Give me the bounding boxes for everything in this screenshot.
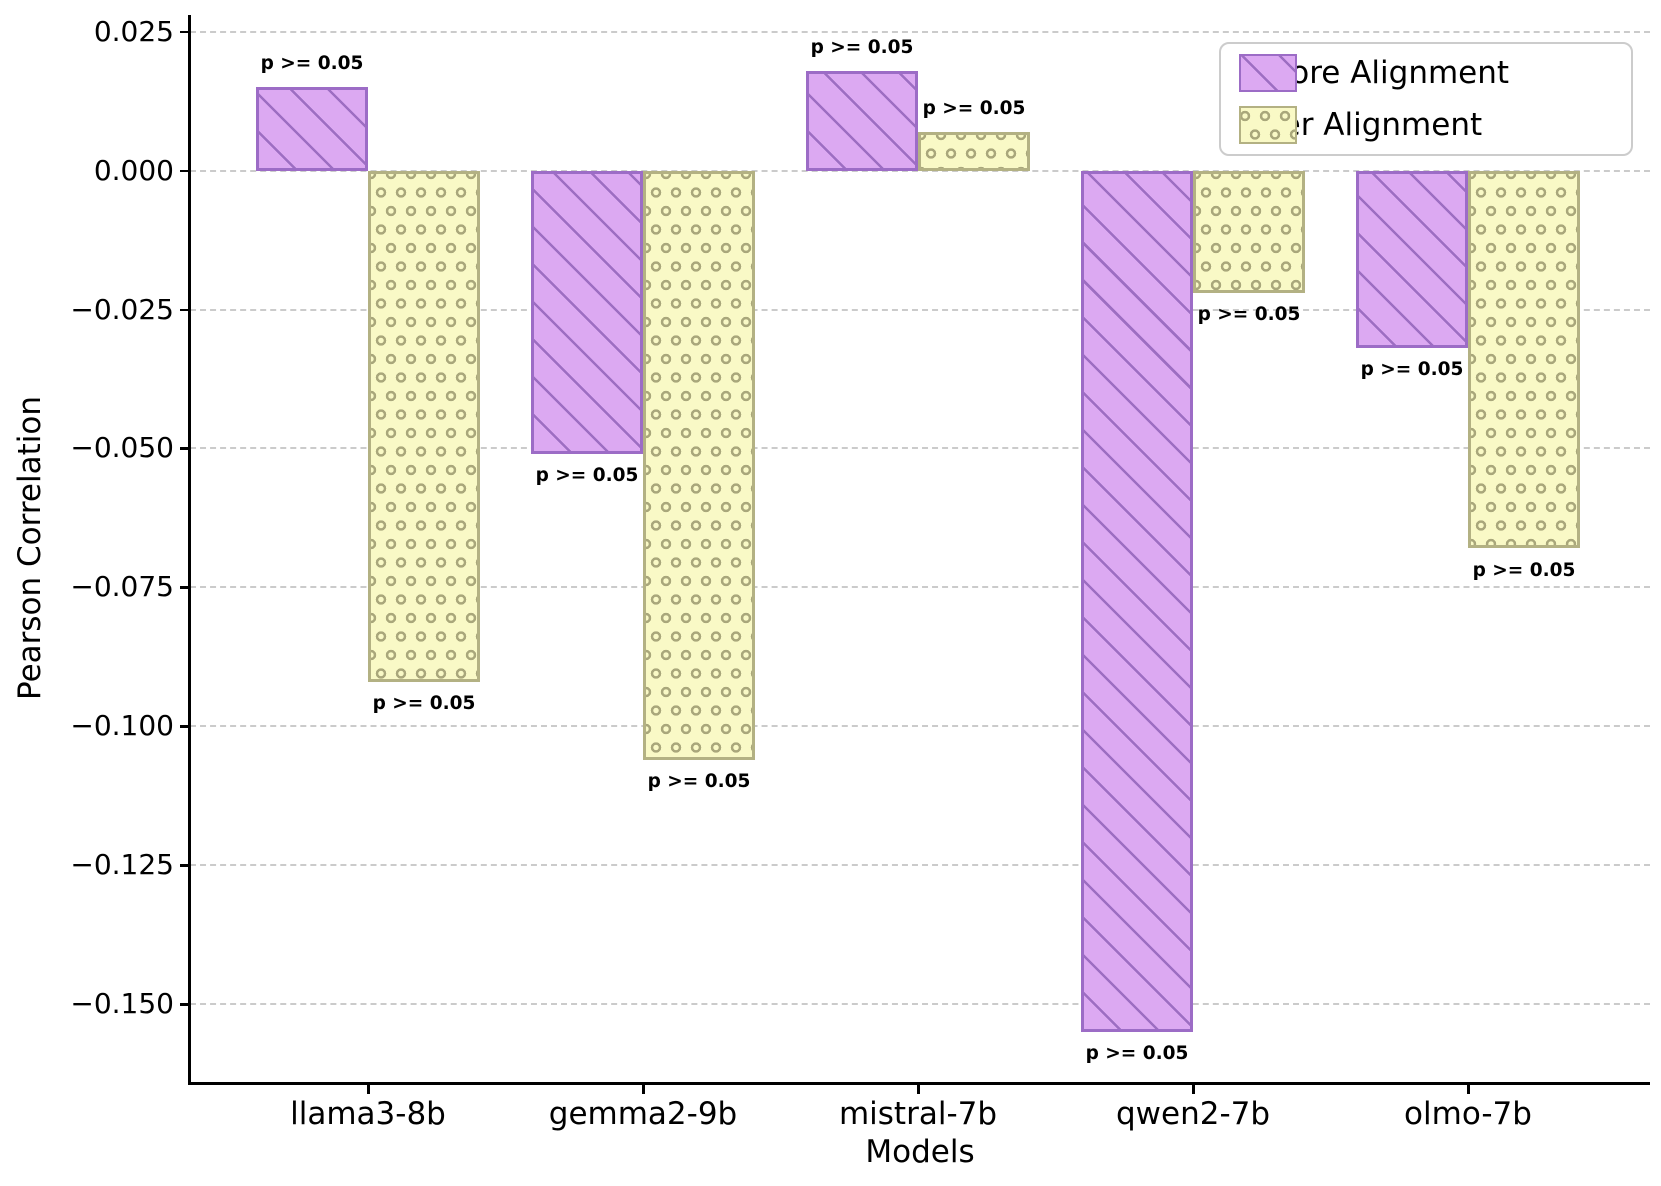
legend-item-after: After Alignment [1239, 105, 1613, 145]
x-tick-label-qwen2-7b: qwen2-7b [1115, 1096, 1271, 1132]
p-value-label-after-mistral-7b: p >= 0.05 [922, 97, 1026, 119]
x-tickmark-gemma2-9b [642, 1084, 645, 1094]
y-tick-label: 0.000 [93, 153, 174, 187]
p-value-label-after-gemma2-9b: p >= 0.05 [647, 770, 751, 792]
y-tickmark-−0.125 [180, 864, 190, 867]
y-tickmark-−0.075 [180, 586, 190, 589]
x-tickmark-olmo-7b [1467, 1084, 1470, 1094]
gridline-0.025 [190, 30, 1650, 33]
bar-before-olmo-7b [1356, 170, 1468, 349]
p-value-label-after-qwen2-7b: p >= 0.05 [1197, 303, 1301, 325]
gridline-0.000 [190, 169, 1650, 172]
y-tick-label: −0.125 [70, 848, 174, 882]
gridline-−0.150 [190, 1003, 1650, 1006]
y-tick-label: −0.075 [70, 570, 174, 604]
y-tickmark-−0.100 [180, 725, 190, 728]
x-axis-title: Models [865, 1134, 975, 1170]
gridline-−0.075 [190, 586, 1650, 589]
p-value-label-before-qwen2-7b: p >= 0.05 [1085, 1042, 1189, 1064]
x-tick-label-olmo-7b: olmo-7b [1404, 1096, 1532, 1132]
gridline-−0.025 [190, 308, 1650, 311]
p-value-label-before-olmo-7b: p >= 0.05 [1360, 359, 1464, 381]
bar-after-mistral-7b [918, 131, 1030, 171]
bar-after-llama3-8b [368, 170, 480, 682]
bar-before-llama3-8b [256, 87, 368, 171]
y-axis-spine [188, 15, 191, 1084]
p-value-label-before-llama3-8b: p >= 0.05 [260, 53, 364, 75]
p-value-label-after-olmo-7b: p >= 0.05 [1472, 559, 1576, 581]
bar-after-olmo-7b [1468, 170, 1580, 549]
bar-after-gemma2-9b [643, 170, 755, 760]
y-tick-label: 0.025 [93, 14, 174, 48]
x-tickmark-llama3-8b [367, 1084, 370, 1094]
legend-swatch-after-icon [1239, 106, 1297, 144]
y-tickmark-0.025 [180, 30, 190, 34]
x-tickmark-qwen2-7b [1192, 1084, 1195, 1094]
x-axis-spine [188, 1082, 1650, 1085]
y-tickmark-−0.050 [180, 447, 190, 450]
y-tickmark-0.000 [180, 169, 190, 173]
y-tickmark-−0.025 [180, 308, 190, 312]
legend-swatch-before-icon [1239, 54, 1297, 92]
x-tick-label-gemma2-9b: gemma2-9b [548, 1096, 738, 1132]
gridline-−0.050 [190, 447, 1650, 450]
x-tick-label-mistral-7b: mistral-7b [838, 1096, 998, 1132]
x-tickmark-mistral-7b [917, 1084, 920, 1094]
bar-after-qwen2-7b [1193, 170, 1305, 293]
p-value-label-after-llama3-8b: p >= 0.05 [372, 692, 476, 714]
y-tickmark-−0.150 [180, 1003, 190, 1006]
gridline-−0.100 [190, 725, 1650, 728]
y-tick-label: −0.150 [70, 987, 174, 1021]
x-tick-label-llama3-8b: llama3-8b [290, 1096, 446, 1132]
gridline-−0.125 [190, 864, 1650, 867]
bar-before-mistral-7b [806, 70, 918, 171]
legend-item-before: Before Alignment [1239, 53, 1613, 93]
bar-before-gemma2-9b [531, 170, 643, 455]
y-axis-title: Pearson Correlation [12, 396, 48, 701]
y-tick-label: −0.050 [70, 431, 174, 465]
y-tick-label: −0.100 [70, 709, 174, 743]
p-value-label-before-gemma2-9b: p >= 0.05 [535, 465, 639, 487]
p-value-label-before-mistral-7b: p >= 0.05 [810, 36, 914, 58]
y-tick-label: −0.025 [70, 292, 174, 326]
bar-before-qwen2-7b [1081, 170, 1193, 1032]
legend: Before Alignment After Alignment [1219, 42, 1633, 156]
